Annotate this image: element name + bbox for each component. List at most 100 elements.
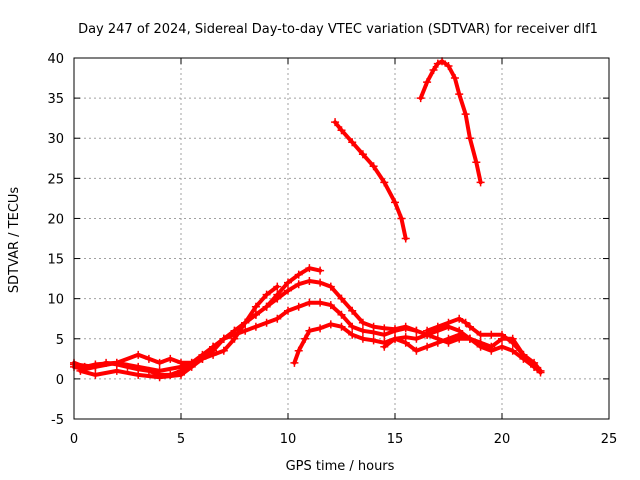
data-point — [358, 326, 367, 335]
data-point — [433, 322, 442, 331]
data-point — [112, 366, 121, 375]
data-point — [251, 310, 260, 319]
data-point — [241, 318, 250, 327]
data-point — [337, 322, 346, 331]
data-point — [198, 354, 207, 363]
grid-layer — [74, 58, 609, 419]
data-point — [369, 336, 378, 345]
data-point — [91, 370, 100, 379]
data-point — [472, 158, 481, 167]
tick-layer: 0 5 10 15 20 25 -5 0 5 10 15 20 25 30 35 40 — [47, 52, 617, 447]
data-point — [294, 280, 303, 289]
data-point — [301, 334, 310, 343]
data-point — [251, 302, 260, 311]
data-point — [331, 118, 340, 127]
data-point — [423, 342, 432, 351]
data-point — [187, 358, 196, 367]
data-point — [326, 282, 335, 291]
data-point — [177, 370, 185, 379]
data-point — [416, 94, 425, 103]
data-point — [412, 346, 421, 355]
data-point — [465, 134, 474, 143]
y-tick-label: 35 — [47, 92, 64, 107]
data-point — [487, 330, 496, 339]
data-point — [444, 62, 453, 71]
data-point — [397, 214, 406, 223]
data-point — [230, 334, 239, 343]
data-point — [412, 334, 421, 343]
data-point — [461, 318, 470, 327]
data-point — [358, 318, 367, 327]
data-point — [290, 358, 299, 367]
y-tick-label: 20 — [47, 212, 64, 227]
data-point — [358, 150, 367, 159]
data-point — [476, 330, 485, 339]
series-sat-h — [331, 118, 410, 243]
plot-frame — [73, 57, 610, 420]
data-point — [316, 298, 325, 307]
data-point — [433, 59, 442, 68]
data-point — [134, 362, 143, 371]
y-tick-label: 0 — [56, 373, 64, 388]
data-point — [155, 366, 164, 375]
data-point — [450, 74, 459, 83]
data-point — [284, 306, 292, 315]
data-point — [391, 334, 399, 343]
data-point — [112, 358, 121, 367]
y-tick-label: 15 — [47, 253, 64, 268]
data-point — [273, 282, 282, 291]
data-point — [209, 342, 218, 351]
series-sat-d — [70, 282, 282, 371]
data-point — [438, 57, 447, 66]
chart-title: Day 247 of 2024, Sidereal Day-to-day VTE… — [78, 22, 598, 37]
data-point — [337, 294, 346, 303]
series-sat-e — [290, 320, 545, 375]
data-point — [423, 326, 432, 335]
data-point — [444, 318, 453, 327]
data-point — [294, 346, 303, 355]
data-point — [429, 66, 438, 75]
data-point — [508, 338, 517, 347]
x-tick-label: 0 — [70, 432, 78, 447]
data-point — [461, 110, 470, 119]
x-tick-label: 15 — [387, 432, 404, 447]
data-point — [391, 198, 399, 207]
data-point — [284, 278, 292, 287]
data-point — [498, 342, 506, 351]
data-point — [305, 264, 314, 273]
data-point — [337, 310, 346, 319]
data-point — [144, 354, 153, 363]
data-point — [294, 302, 303, 311]
data-point — [476, 342, 485, 351]
data-point — [91, 360, 100, 369]
data-point — [348, 306, 357, 315]
series-sat-i — [416, 57, 485, 187]
data-point — [369, 328, 378, 337]
data-point — [262, 318, 271, 327]
data-point — [273, 294, 282, 303]
data-point — [401, 234, 410, 243]
series-track — [78, 279, 419, 380]
series-track — [418, 59, 483, 185]
data-point — [455, 330, 464, 339]
data-point — [251, 322, 260, 331]
data-point — [134, 350, 143, 359]
y-tick-label: 40 — [47, 52, 64, 67]
data-point — [348, 138, 357, 147]
data-point — [498, 330, 506, 339]
data-point — [380, 178, 389, 187]
data-point — [465, 334, 474, 343]
data-point — [177, 358, 185, 367]
data-point — [166, 354, 175, 363]
data-point — [326, 301, 335, 310]
data-point — [284, 286, 292, 295]
data-point — [476, 178, 485, 187]
x-tick-label: 5 — [177, 432, 185, 447]
data-point — [316, 278, 325, 287]
data-point — [294, 270, 303, 279]
y-axis-label: SDTVAR / TECUs — [7, 187, 22, 294]
x-tick-label: 10 — [280, 432, 297, 447]
data-point — [348, 330, 357, 339]
data-point — [455, 90, 464, 99]
data-point — [508, 346, 517, 355]
